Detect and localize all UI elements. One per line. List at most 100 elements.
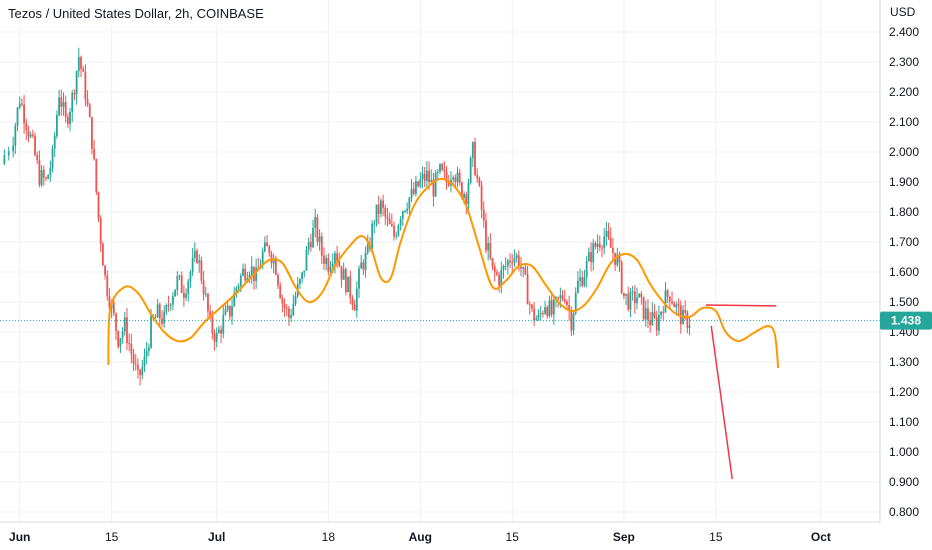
candle-body (375, 204, 378, 224)
candle-body (561, 295, 564, 300)
candle-body (161, 318, 163, 324)
candle-body (244, 268, 247, 281)
candle-body (156, 304, 159, 318)
candle-body (633, 291, 636, 304)
candle-body (684, 309, 687, 313)
price-tick-label: 1.600 (889, 265, 919, 279)
candle-body (474, 142, 476, 176)
candle-body (200, 260, 203, 281)
candle-body (323, 255, 325, 264)
time-tick-label: Oct (811, 530, 831, 544)
candle-body (283, 303, 286, 308)
candlestick-series[interactable] (3, 47, 691, 386)
last-price-badge-bg (880, 311, 932, 330)
candle-body (132, 353, 135, 364)
candle-body (550, 300, 553, 315)
candle-body (338, 261, 341, 267)
candle-body (80, 56, 82, 69)
candle-body (609, 237, 612, 248)
candle-body (172, 296, 174, 305)
candle-body (62, 102, 65, 107)
candle-body (309, 242, 312, 248)
candle-body (207, 293, 209, 312)
candle-body (517, 255, 520, 267)
price-axis-ticks: 2.400 2.300 2.200 2.100 2.000 1.900 1.800 1.700… (889, 25, 919, 519)
candle-body (255, 267, 258, 281)
candle-body (425, 170, 428, 182)
candle-body (222, 314, 225, 334)
candle-body (603, 236, 606, 249)
projection-lines[interactable] (705, 304, 777, 480)
candle-body (388, 218, 391, 225)
candle-body (126, 317, 128, 343)
candle-body (574, 292, 577, 314)
candle-body (358, 268, 360, 289)
candle-body (515, 255, 518, 259)
candle-body (303, 270, 306, 273)
time-tick-label: 15 (709, 530, 723, 544)
candle-body (585, 261, 588, 278)
candle-body (327, 258, 330, 272)
candle-body (88, 104, 91, 118)
wave-curve[interactable] (107, 177, 780, 369)
candle-body (668, 296, 671, 302)
candle-body (334, 253, 336, 264)
candle-body (371, 223, 374, 249)
projection-line[interactable] (705, 304, 777, 307)
candle-body (598, 243, 601, 248)
candle-body (108, 296, 111, 309)
candle-body (119, 338, 122, 347)
candle-body (616, 254, 619, 265)
candle-body (559, 295, 562, 299)
candle-body (250, 266, 253, 275)
candle-body (69, 111, 71, 124)
candle-body (320, 236, 323, 256)
candle-body (58, 97, 61, 116)
candle-body (506, 260, 509, 266)
candle-body (428, 170, 430, 183)
candle-body (93, 148, 96, 160)
candle-body (231, 306, 233, 317)
chart-title: Tezos / United States Dollar, 2h, COINBA… (8, 6, 264, 21)
candle-body (336, 253, 339, 262)
candle-body (169, 304, 172, 306)
wave-overlay[interactable] (107, 177, 780, 369)
candle-body (191, 257, 194, 273)
candle-body (226, 305, 229, 310)
candle-body (366, 244, 369, 253)
candle-body (150, 315, 152, 348)
candle-body (47, 175, 50, 179)
candle-body (465, 194, 468, 205)
candle-body (671, 301, 673, 304)
candle-body (318, 236, 321, 242)
candle-body (647, 308, 649, 321)
candle-body (56, 115, 58, 137)
candle-body (342, 269, 345, 280)
candle-body (239, 275, 242, 287)
candle-body (128, 342, 131, 345)
candle-body (77, 56, 80, 72)
candle-body (377, 204, 380, 214)
projection-line[interactable] (710, 325, 733, 480)
price-axis-area[interactable] (880, 0, 932, 522)
candle-body (531, 304, 533, 309)
candle-body (299, 279, 301, 285)
candle-body (235, 287, 238, 293)
candle-body (460, 182, 463, 198)
candle-body (137, 364, 139, 370)
candle-body (261, 251, 264, 266)
candle-body (601, 247, 603, 249)
candle-body (537, 314, 540, 319)
candle-body (568, 305, 571, 311)
candle-body (18, 103, 21, 108)
time-axis-area[interactable] (0, 522, 932, 550)
candle-body (620, 262, 623, 294)
candle-body (143, 356, 146, 367)
candle-body (480, 185, 483, 210)
candle-body (196, 250, 198, 263)
candle-body (548, 300, 551, 316)
candle-body (312, 227, 314, 248)
candle-body (20, 103, 23, 105)
candle-body (404, 210, 406, 212)
